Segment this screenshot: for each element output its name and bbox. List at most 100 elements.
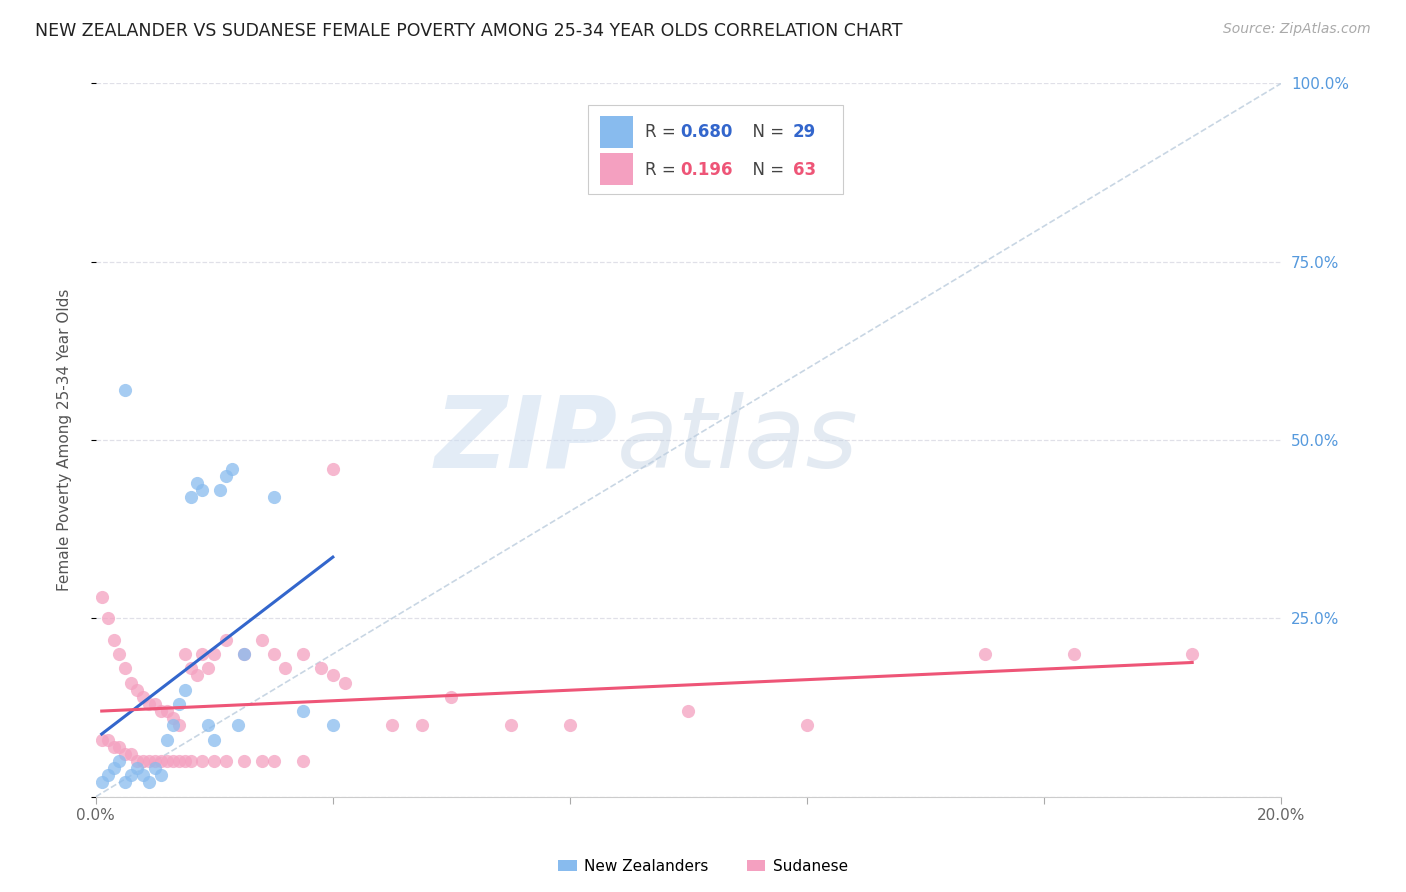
Point [162,718,184,732]
Point [263,490,285,504]
FancyBboxPatch shape [599,153,633,186]
Point [180,661,202,675]
Point [167,697,190,711]
FancyBboxPatch shape [588,105,842,194]
Point [120,675,142,690]
Point [127,754,149,768]
Point [97,768,120,782]
Point [558,718,581,732]
Point [202,732,225,747]
Point [114,747,136,761]
Point [197,661,219,675]
Point [209,483,232,497]
Point [411,718,433,732]
Point [202,754,225,768]
Point [292,704,315,718]
Point [127,682,149,697]
Point [180,490,202,504]
Point [322,461,344,475]
Point [103,632,125,647]
Point [114,661,136,675]
Point [263,754,285,768]
Point [215,468,238,483]
Point [143,697,166,711]
Point [250,632,273,647]
Point [233,647,256,661]
Point [263,647,285,661]
Point [167,718,190,732]
Point [233,647,256,661]
Point [202,647,225,661]
Point [90,732,112,747]
Point [186,475,208,490]
Point [191,483,214,497]
Point [180,754,202,768]
Point [1063,647,1085,661]
Point [143,754,166,768]
Point [292,647,315,661]
Text: N =: N = [742,161,789,178]
Point [90,590,112,604]
Text: R =: R = [644,123,681,141]
Point [138,697,160,711]
Point [132,754,155,768]
Point [97,611,120,625]
Point [226,718,249,732]
Text: 63: 63 [793,161,815,178]
Point [138,775,160,789]
Point [191,754,214,768]
FancyBboxPatch shape [599,116,633,148]
Point [90,775,112,789]
Text: N =: N = [742,123,789,141]
Point [103,761,125,775]
Point [309,661,332,675]
Point [108,647,131,661]
Point [440,690,463,704]
Y-axis label: Female Poverty Among 25-34 Year Olds: Female Poverty Among 25-34 Year Olds [58,289,72,591]
Point [97,732,120,747]
Point [120,768,142,782]
Point [973,647,995,661]
Point [132,768,155,782]
Point [322,718,344,732]
Point [322,668,344,682]
Point [149,754,172,768]
Point [1181,647,1204,661]
Point [103,739,125,754]
Point [167,754,190,768]
Point [197,718,219,732]
Point [143,761,166,775]
Point [173,682,195,697]
Point [499,718,522,732]
Point [138,754,160,768]
Text: NEW ZEALANDER VS SUDANESE FEMALE POVERTY AMONG 25-34 YEAR OLDS CORRELATION CHART: NEW ZEALANDER VS SUDANESE FEMALE POVERTY… [35,22,903,40]
Point [191,647,214,661]
Point [678,704,700,718]
Point [114,775,136,789]
Point [149,768,172,782]
Text: ZIP: ZIP [434,392,617,489]
Text: 0.196: 0.196 [681,161,733,178]
Point [108,739,131,754]
Point [127,761,149,775]
Point [250,754,273,768]
Point [156,754,179,768]
Point [156,732,179,747]
Point [186,668,208,682]
Point [215,754,238,768]
Point [162,711,184,725]
Point [221,461,243,475]
Point [149,704,172,718]
Point [333,675,356,690]
Point [120,747,142,761]
Point [173,754,195,768]
Text: R =: R = [644,161,686,178]
Point [292,754,315,768]
Point [156,704,179,718]
Point [215,632,238,647]
Point [796,718,818,732]
Point [274,661,297,675]
Text: 0.680: 0.680 [681,123,733,141]
Point [108,754,131,768]
Point [173,647,195,661]
